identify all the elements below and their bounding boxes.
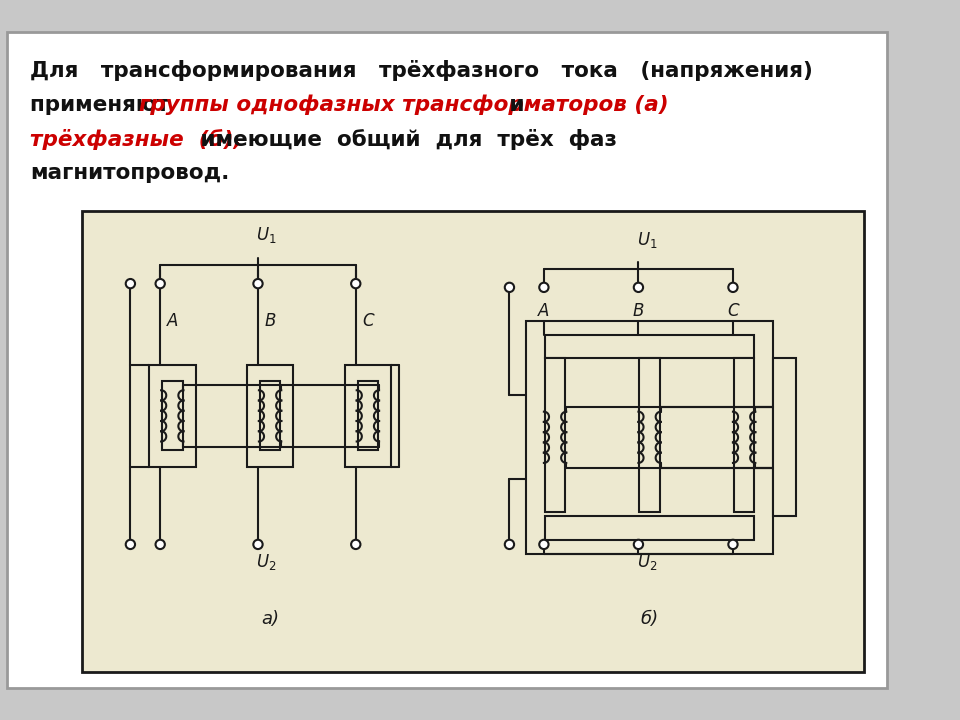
Bar <box>358 382 378 450</box>
Circle shape <box>729 283 737 292</box>
Circle shape <box>253 540 263 549</box>
Bar <box>545 358 565 512</box>
Circle shape <box>634 283 643 292</box>
Text: $U_2$: $U_2$ <box>636 552 657 572</box>
Bar <box>773 358 796 516</box>
Bar <box>639 358 660 512</box>
Bar <box>345 364 391 467</box>
Bar <box>526 321 773 554</box>
Circle shape <box>505 283 515 292</box>
Text: а): а) <box>261 610 279 628</box>
Text: группы однофазных трансформаторов (а): группы однофазных трансформаторов (а) <box>139 94 668 115</box>
Bar <box>82 211 864 672</box>
Text: б): б) <box>640 610 659 628</box>
Text: $U_2$: $U_2$ <box>256 552 276 572</box>
Text: C: C <box>727 302 739 320</box>
Text: имеющие  общий  для  трёх  фаз: имеющие общий для трёх фаз <box>193 129 616 150</box>
Circle shape <box>126 279 135 288</box>
Text: магнитопровод.: магнитопровод. <box>30 163 229 184</box>
Text: и: и <box>502 94 524 114</box>
Text: Для   трансформирования   трёхфазного   тока   (напряжения): Для трансформирования трёхфазного тока (… <box>30 60 813 81</box>
Bar <box>162 382 182 450</box>
Text: C: C <box>362 312 373 330</box>
Circle shape <box>505 540 515 549</box>
Bar <box>149 364 196 467</box>
Text: A: A <box>539 302 549 320</box>
Circle shape <box>126 540 135 549</box>
Circle shape <box>253 279 263 288</box>
Text: $U_1$: $U_1$ <box>636 230 657 250</box>
Text: B: B <box>264 312 276 330</box>
Bar <box>545 516 755 540</box>
Bar <box>247 364 294 467</box>
Circle shape <box>540 283 548 292</box>
Text: B: B <box>633 302 644 320</box>
Bar <box>733 358 755 512</box>
Bar <box>545 335 755 358</box>
Text: $U_1$: $U_1$ <box>256 225 276 245</box>
Circle shape <box>634 540 643 549</box>
Text: применяют: применяют <box>30 94 177 114</box>
Text: трёхфазные  (б),: трёхфазные (б), <box>30 129 241 150</box>
Circle shape <box>156 279 165 288</box>
Circle shape <box>351 279 360 288</box>
Circle shape <box>540 540 548 549</box>
Text: A: A <box>167 312 178 330</box>
Bar <box>260 382 280 450</box>
Circle shape <box>156 540 165 549</box>
Circle shape <box>351 540 360 549</box>
Circle shape <box>729 540 737 549</box>
